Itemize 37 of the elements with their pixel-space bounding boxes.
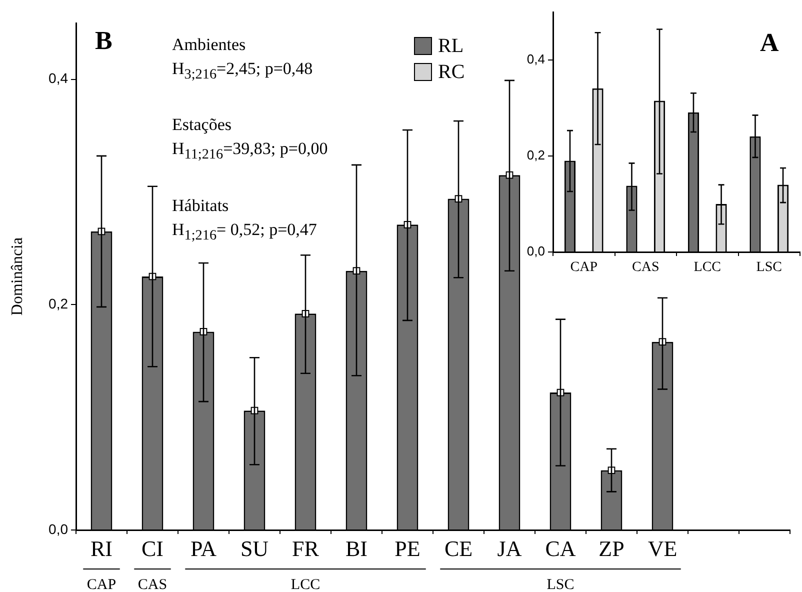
x-tick-label: CAP	[570, 260, 598, 276]
x-tick-label: CAS	[632, 260, 660, 276]
y-tick-label: 0,0	[526, 244, 545, 259]
annotation: H$_{3;216}$=2,45; p=0,48	[172, 58, 314, 84]
annotation: Estações	[172, 114, 232, 136]
y-tick-label: 0,2	[48, 296, 68, 312]
x-tick-label: PA	[190, 536, 217, 561]
annotation: H$_{11;216}$=39,83; p=0,00	[172, 138, 328, 165]
x-tick-label: VE	[648, 536, 678, 561]
annotation: Hábitats	[172, 194, 230, 217]
x-tick-label: FR	[292, 536, 320, 561]
legend-label: RC	[438, 60, 465, 85]
x-tick-label: SU	[240, 536, 269, 561]
x-tick-label: PE	[394, 536, 420, 561]
annotation: Ambientes	[172, 34, 247, 56]
x-tick-label: LSC	[756, 260, 782, 276]
y-tick-label: 0,0	[48, 520, 68, 537]
y-tick-label: 0,2	[526, 148, 545, 163]
y-axis-title: Dominância	[8, 237, 26, 316]
x-tick-label: CE	[444, 536, 473, 561]
chart-title: B	[95, 26, 112, 55]
y-tick-label: 0,4	[526, 52, 545, 67]
y-tick-label: 0,4	[48, 70, 68, 86]
text: LSC	[546, 576, 574, 592]
x-tick-label: RI	[90, 536, 112, 561]
x-tick-label: BI	[346, 536, 368, 561]
text: A	[760, 28, 779, 57]
x-tick-label: ZP	[598, 536, 624, 561]
x-tick-label: JA	[497, 536, 522, 561]
legend-label: RL	[438, 34, 464, 59]
text: LCC	[290, 576, 320, 592]
x-tick-label: LCC	[694, 260, 721, 276]
x-tick-label: CA	[545, 536, 576, 561]
text: CAS	[138, 576, 168, 592]
annotation: H$_{1;216}$= 0,52; p=0,47	[172, 218, 318, 246]
x-tick-label: CI	[142, 536, 164, 561]
text: CAP	[86, 576, 116, 592]
